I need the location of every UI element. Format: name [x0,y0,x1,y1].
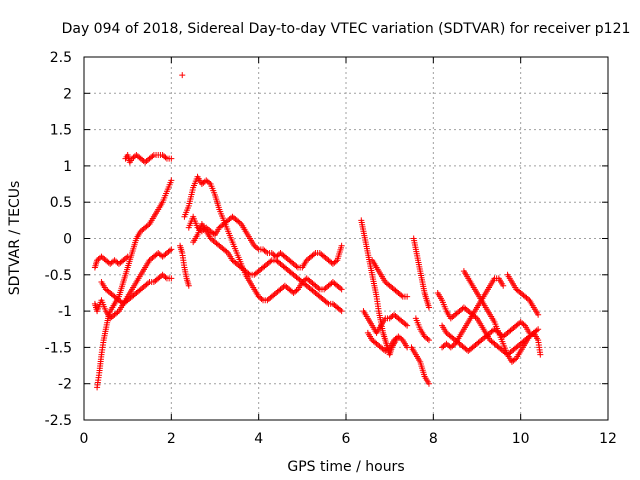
data-point-track-h [338,286,345,293]
data-point-track-b [123,254,130,261]
data-point-track-q [425,337,432,344]
data-points [91,72,544,391]
data-point-track-i [210,230,217,237]
y-tick-label: -1 [58,304,72,320]
x-tick-label: 10 [512,431,530,447]
data-point-track-g [185,282,192,289]
x-axis-label: GPS time / hours [287,459,404,475]
data-point-track-m [385,345,392,352]
data-point-track-h [293,287,300,294]
x-tick-label: 12 [599,431,617,447]
data-point-track-j [324,299,331,306]
data-point-track-s [500,282,507,289]
data-point-track-r [535,326,542,333]
data-point-track-j [338,308,345,315]
y-tick-label: 0 [63,232,72,248]
data-point-track-t [537,351,544,358]
data-point-track-f [179,72,186,79]
y-tick-label: -2 [58,377,72,393]
data-point-track-d [168,275,175,282]
data-point-track-v [526,329,533,336]
data-point-track-e [162,154,169,161]
data-point-track-j [245,270,252,277]
data-point-track-e [168,155,175,162]
data-point-track-h [337,285,344,292]
data-point-track-c [114,309,121,316]
data-point-track-u [524,296,531,302]
data-point-track-i [254,245,261,252]
data-point-track-i [332,258,339,265]
data-point-track-t [511,356,518,363]
data-point-track-q [424,335,431,342]
x-tick-label: 2 [167,431,176,447]
grid [84,57,608,420]
x-tick-label: 4 [254,431,263,447]
data-point-track-a [145,222,152,229]
x-tick-label: 6 [342,431,351,447]
y-axis-label: SDTVAR / TECUs [7,181,23,296]
data-point-track-t [529,331,536,338]
data-point-track-d [162,274,169,281]
data-point-track-p [425,380,432,387]
data-point-track-i [338,242,345,249]
data-point-track-h [258,296,265,302]
y-tick-label: 1.5 [50,123,72,139]
data-point-track-b [124,253,131,260]
data-point-track-d [145,280,152,287]
data-point-track-h [206,179,213,186]
y-tick-label: 1 [63,159,72,175]
data-point-track-v [520,321,527,328]
data-point-track-e [149,153,156,160]
chart-title: Day 094 of 2018, Sidereal Day-to-day VTE… [62,21,631,37]
y-tick-label: -0.5 [45,268,72,284]
data-point-track-a [168,177,175,184]
y-tick-label: -1.5 [45,340,72,356]
data-point-track-l [402,321,409,328]
y-tick-label: 0.5 [50,195,72,211]
data-point-track-i [262,248,269,255]
data-point-track-i [293,263,300,270]
data-point-track-i [310,251,317,258]
data-point-track-c [168,246,175,253]
x-tick-label: 0 [80,431,89,447]
data-point-track-l [404,322,411,329]
data-point-track-u [535,311,542,318]
data-point-track-n [398,292,405,299]
plot-frame [83,56,609,421]
data-point-track-n [404,293,411,300]
data-point-track-i [236,219,243,226]
tick-labels: 0 2 4 6 8 10 12 -2.5 -2 -1.5 -1 -0.5 0 0.5 1 1.5 2 2.5 [45,50,617,447]
data-point-track-j [223,248,230,255]
x-tick-label: 8 [429,431,438,447]
data-point-track-j [267,258,274,265]
data-point-track-c [166,247,173,254]
data-point-track-h [315,285,322,292]
data-point-track-m [398,335,405,342]
y-tick-label: 2.5 [50,50,72,66]
data-point-track-j [337,306,344,313]
y-tick-label: -2.5 [45,413,72,429]
data-point-track-o [425,304,432,311]
y-tick-label: 2 [63,86,72,102]
data-point-track-s [450,341,457,348]
